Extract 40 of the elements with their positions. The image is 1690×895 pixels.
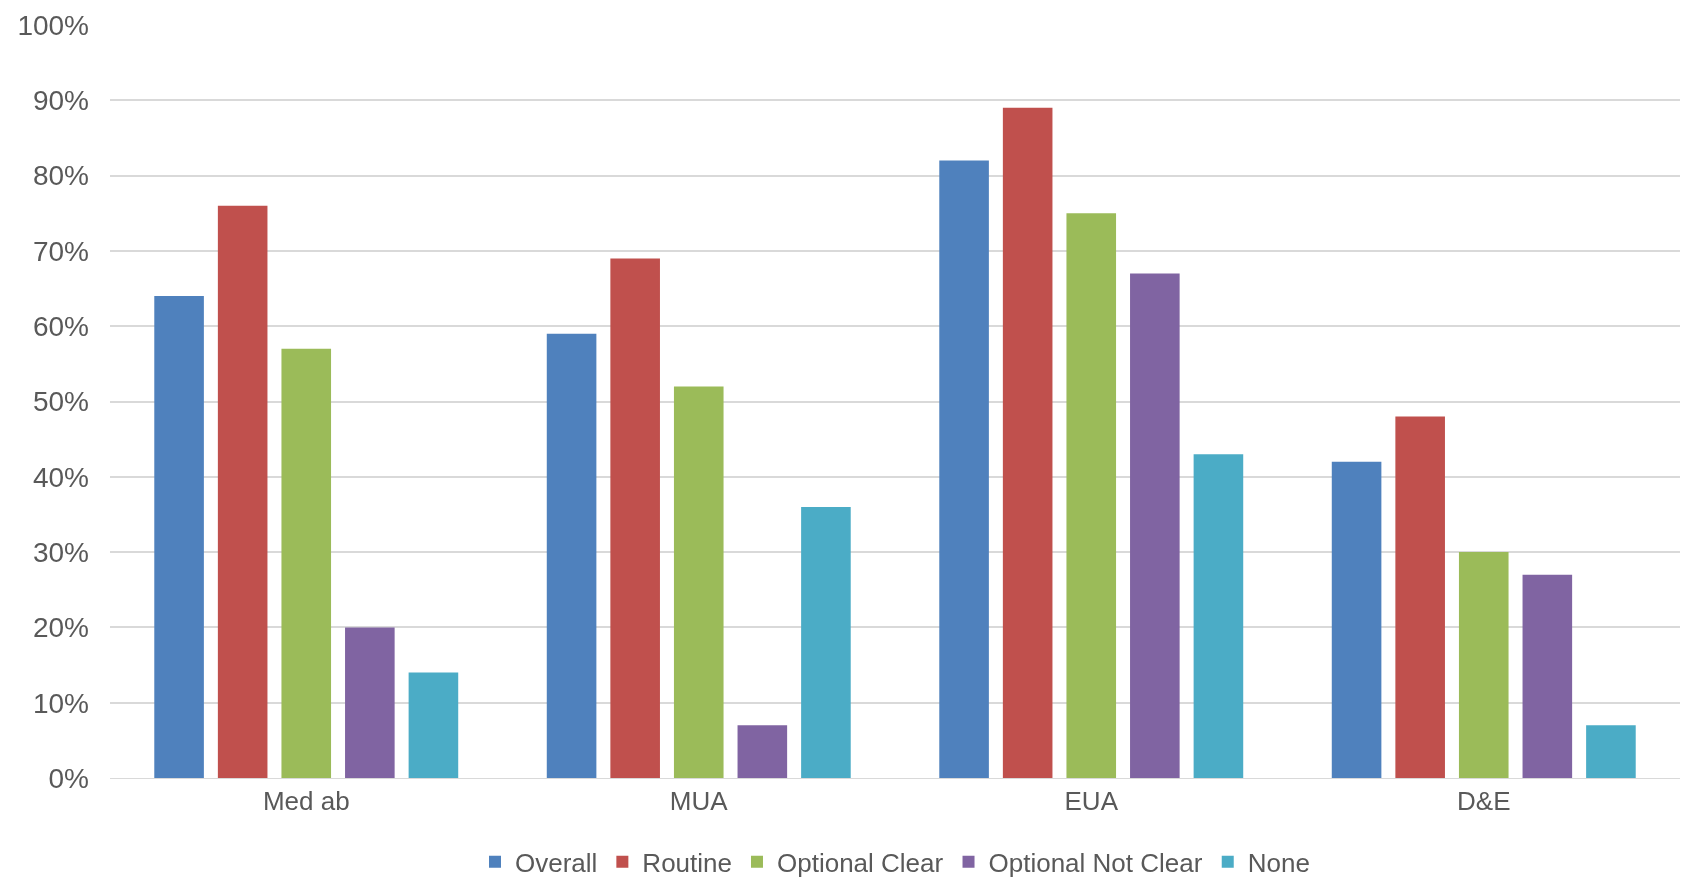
bar [408,672,459,778]
bar [217,205,268,778]
legend-label: Routine [642,847,732,878]
bar [1002,107,1053,778]
x-tick-label: EUA [1064,786,1119,817]
bar [1586,725,1636,778]
bar [1331,461,1382,778]
bar [1130,273,1180,778]
y-tick-label: 20% [32,612,89,644]
legend-label: None [1247,847,1310,878]
y-tick-label: 90% [32,85,89,117]
x-tick-label: MUA [669,786,729,817]
x-tick-label: Med ab [262,786,350,817]
bar [801,506,851,778]
legend-label: Optional Clear [776,847,944,878]
bar [673,386,724,778]
bar [1522,574,1573,778]
bar [939,160,989,778]
y-tick-label: 40% [32,461,89,493]
bar [1395,416,1445,778]
bar [154,296,204,778]
y-tick-label: 70% [32,235,89,267]
y-tick-label: 60% [32,311,89,342]
bar [345,627,395,778]
bar [281,348,332,778]
bar [546,333,597,778]
bar [1193,454,1244,778]
y-tick-label: 80% [32,160,89,192]
bar [737,725,788,778]
bar [1458,552,1509,778]
y-tick-label: 50% [32,386,89,418]
legend-label: Overall [515,847,598,878]
y-tick-label: 30% [32,536,89,568]
y-tick-label: 10% [32,687,89,719]
legend-label: Optional Not Clear [988,847,1203,878]
y-tick-label: 0% [48,762,89,794]
bar [610,258,660,778]
bar [1066,213,1117,778]
y-tick-label: 100% [17,9,89,41]
x-tick-label: D&E [1457,786,1511,817]
